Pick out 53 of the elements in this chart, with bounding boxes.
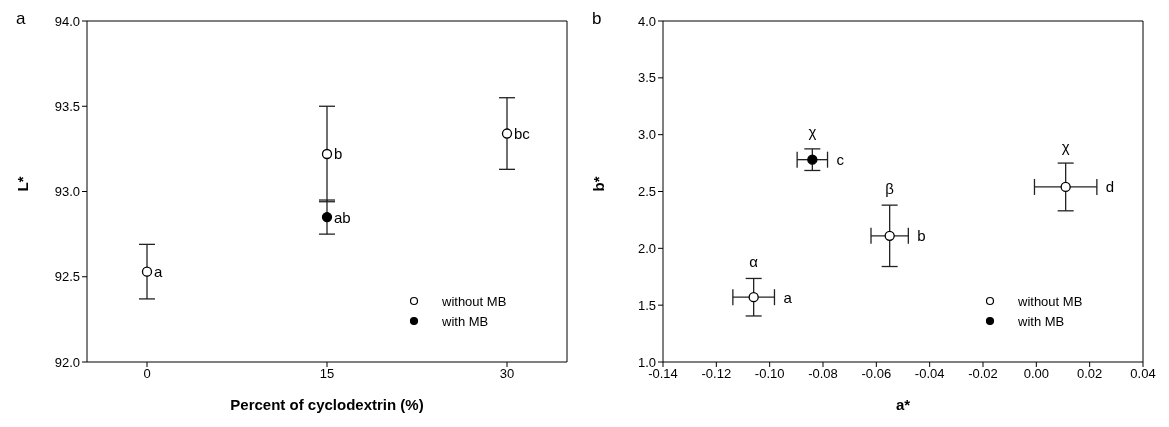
y-tick-label: 2.5: [637, 184, 656, 200]
legend-label: without MB: [1018, 293, 1083, 309]
y-tick-label: 94.0: [54, 13, 80, 29]
y-tick-label: 93.0: [54, 184, 80, 200]
annotation: b: [917, 227, 926, 245]
y-tick-label: 93.5: [54, 98, 80, 114]
y-axis-title: L*: [14, 176, 32, 192]
y-tick-label: 3.5: [637, 70, 656, 86]
x-tick-label: 0.00: [1023, 366, 1049, 382]
annotation: β: [885, 179, 895, 197]
legend-label: with MB: [1018, 313, 1065, 329]
annotation: c: [836, 151, 845, 169]
annotation: a: [783, 288, 793, 306]
point: [141, 266, 153, 277]
y-tick-label: 3.0: [637, 127, 656, 143]
annotation: b: [334, 145, 343, 163]
x-tick-label: 0: [143, 366, 151, 382]
point: [884, 230, 895, 241]
legend-label: with MB: [442, 313, 489, 329]
x-tick-label: 0.04: [1130, 366, 1156, 382]
y-axis-title: b*: [590, 176, 608, 192]
point: [321, 211, 333, 223]
annotation: χ: [808, 123, 817, 141]
x-tick-label: -0.10: [754, 366, 785, 382]
y-tick-label: 1.5: [637, 297, 656, 313]
x-tick-label: -0.04: [914, 366, 945, 382]
text: a: [16, 9, 26, 29]
annotation: a: [154, 263, 163, 281]
annotation: d: [1105, 178, 1115, 196]
y-tick-label: 2.0: [637, 240, 656, 256]
x-tick-label: 30: [499, 366, 515, 382]
x-tick-label: -0.08: [808, 366, 838, 382]
x-tick-label: -0.06: [861, 366, 892, 382]
annotation: α: [749, 252, 759, 270]
x-tick-label: -0.12: [701, 366, 732, 382]
x-axis-title: Percent of cyclodextrin (%): [230, 396, 424, 413]
y-tick-label: 92.5: [54, 269, 80, 285]
text: b: [592, 9, 602, 29]
y-tick-label: 92.0: [54, 354, 80, 370]
point: [1060, 181, 1071, 193]
x-axis-title: a*: [895, 396, 911, 413]
point: [321, 148, 333, 160]
point: [748, 292, 759, 303]
x-tick-label: 15: [319, 366, 335, 382]
annotation: χ: [1061, 137, 1070, 155]
point: [807, 154, 818, 165]
y-tick-label: 4.0: [637, 13, 656, 29]
point: [501, 128, 513, 139]
legend-label: without MB: [442, 293, 507, 309]
annotation: bc: [514, 125, 531, 143]
x-tick-label: -0.02: [968, 366, 998, 382]
annotation: ab: [334, 208, 351, 226]
x-tick-label: 0.02: [1077, 366, 1103, 382]
